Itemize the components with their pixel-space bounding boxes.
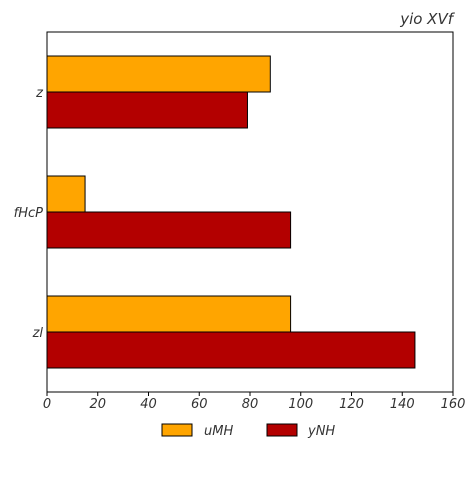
x-tick-label: 160 [441, 397, 466, 412]
x-tick-label: 140 [390, 397, 415, 412]
bar-yNH-z [46, 91, 248, 129]
x-tick-label: 40 [140, 397, 157, 412]
bar-uMH-fHcP [46, 175, 86, 213]
bar-yNH-zl [46, 331, 416, 369]
y-tick-label: zl [32, 326, 44, 341]
bar-uMH-zl [46, 295, 292, 333]
y-tick-label: z [35, 86, 44, 101]
y-tick-label: fHcP [14, 206, 43, 221]
x-tick-label: 60 [191, 397, 208, 412]
bar-uMH-z [46, 55, 271, 93]
bars-group [46, 55, 416, 369]
x-tick-label: 120 [339, 397, 364, 412]
legend: uMH yNH [161, 423, 335, 439]
x-tick-label: 0 [43, 397, 51, 412]
x-tick-label: 20 [89, 397, 106, 412]
legend-label-yNH: yNH [307, 424, 335, 439]
x-axis-ticks: 0 20 40 60 80 100 120 140 160 [43, 392, 466, 412]
legend-swatch-uMH [161, 423, 193, 437]
x-tick-label: 100 [288, 397, 313, 412]
x-tick-label: 80 [242, 397, 259, 412]
chart-title: yio XVf [399, 10, 456, 28]
legend-label-uMH: uMH [204, 424, 233, 439]
legend-swatch-yNH [266, 423, 298, 437]
y-axis-labels: z fHcP zl [14, 86, 45, 341]
bar-yNH-fHcP [46, 211, 292, 249]
